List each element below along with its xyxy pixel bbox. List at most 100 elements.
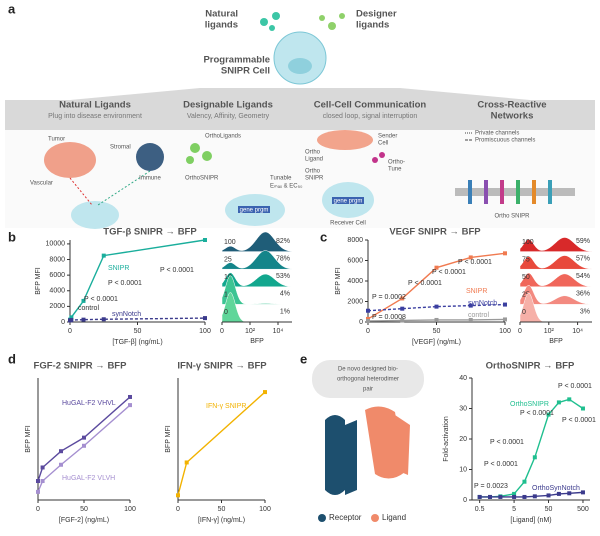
- label: gene prgm: [334, 199, 363, 205]
- annotation: P < 0.0001: [558, 383, 592, 390]
- ortho-tune: [379, 152, 385, 158]
- nucleus: [288, 58, 312, 74]
- data-point: [477, 494, 482, 499]
- ortho-tune: [372, 157, 378, 163]
- annotation: P < 0.0001: [160, 267, 194, 274]
- data-point: [498, 494, 503, 499]
- ligand-protein: [365, 406, 410, 479]
- data-point: [532, 455, 537, 460]
- label: OrthoLigands: [205, 134, 241, 140]
- panel-label: d: [8, 351, 16, 366]
- x-tick-label: 100: [259, 506, 271, 513]
- label: Tune: [388, 167, 402, 173]
- x-tick-label: 0: [176, 506, 180, 513]
- chart-title: OrthoSNIPR → BFP: [486, 361, 575, 372]
- ligand: [202, 151, 212, 161]
- data-point: [400, 296, 405, 301]
- column-title: Designable Ligands: [183, 100, 273, 111]
- data-point: [580, 406, 585, 411]
- x-tick-label: 5: [512, 506, 516, 513]
- y-tick-label: 0: [463, 497, 467, 504]
- label: Programmable: [203, 55, 270, 66]
- label: ligands: [356, 20, 389, 31]
- data-point: [176, 493, 180, 498]
- legend-dot: [371, 514, 379, 522]
- receptor-protein: [325, 415, 357, 495]
- label: Ortho: [305, 169, 321, 175]
- label: SNIPR: [305, 176, 324, 182]
- label: Eₘₐₓ & EC₅₀: [270, 184, 303, 190]
- receptor: [468, 180, 472, 204]
- data-point: [468, 317, 473, 322]
- caption: pair: [363, 387, 373, 393]
- y-tick-label: 10000: [46, 241, 66, 248]
- receptor: [516, 180, 520, 204]
- receptor: [500, 180, 504, 204]
- label: Designer: [356, 9, 397, 20]
- x-tick-label: 0.5: [475, 506, 485, 513]
- data-point: [36, 479, 40, 484]
- y-tick-label: 2000: [49, 303, 65, 310]
- column-title: Cross-Reactive: [477, 100, 546, 111]
- column-subtitle: Plug into disease environment: [48, 113, 142, 120]
- label: Ortho-: [388, 160, 405, 166]
- row-label: 25: [224, 256, 232, 263]
- cell: [71, 201, 119, 229]
- legend-label: Receptor: [329, 513, 362, 522]
- row-label: 50: [522, 274, 530, 281]
- x-tick-label: 100: [199, 328, 211, 335]
- y-tick-label: 4000: [49, 288, 65, 295]
- histogram-ridge: [519, 255, 593, 270]
- series-line: [479, 491, 584, 498]
- data-point: [580, 490, 585, 495]
- panel-label: a: [8, 1, 16, 16]
- y-axis-label: BFP MFI: [165, 425, 172, 453]
- data-point: [101, 317, 106, 322]
- percent-label: 53%: [276, 273, 290, 280]
- banner: [5, 88, 595, 130]
- series-label: control: [468, 312, 489, 319]
- series-label: HuGAL-F2 VHVL: [62, 400, 116, 407]
- data-point: [512, 494, 517, 499]
- data-point: [503, 317, 507, 322]
- series-label: OrthoSynNotch: [532, 485, 580, 492]
- data-point: [366, 316, 370, 321]
- membrane: [455, 188, 575, 196]
- label: Tumor: [48, 137, 65, 143]
- series-label: SNIPR: [108, 265, 129, 272]
- row-label: 100: [224, 239, 236, 246]
- row-label: 75: [522, 256, 530, 263]
- receptors: [468, 180, 552, 204]
- x-tick-label: 50: [218, 506, 226, 513]
- data-point: [512, 491, 517, 496]
- label: Private channels: [475, 131, 519, 137]
- data-point: [522, 479, 527, 484]
- label: Vascular: [30, 181, 53, 187]
- percent-label: 78%: [276, 255, 290, 262]
- data-point: [546, 493, 551, 498]
- y-tick-label: 30: [459, 405, 467, 412]
- receptor: [532, 180, 536, 204]
- receptor: [484, 180, 488, 204]
- data-point: [203, 238, 207, 242]
- data-point: [101, 253, 106, 258]
- receptor: [548, 180, 552, 204]
- sender-cell: [317, 130, 373, 150]
- y-tick-label: 20: [459, 436, 467, 443]
- data-point: [263, 390, 267, 395]
- percent-label: 4%: [280, 291, 290, 298]
- y-axis-label: BFP MFI: [35, 267, 42, 295]
- ligand: [190, 143, 200, 153]
- data-point: [522, 494, 527, 499]
- label: OrthoSNIPR: [185, 176, 219, 182]
- annotation: P < 0.0001: [84, 296, 118, 303]
- x-axis-label: [Ligand] (nM): [510, 517, 551, 524]
- ligand: [260, 18, 268, 26]
- data-point: [81, 317, 86, 322]
- x-tick-label: 50: [80, 506, 88, 513]
- label: Promiscuous channels: [475, 138, 535, 144]
- x-axis-label: [FGF-2] (ng/mL): [59, 517, 109, 524]
- x-tick-label: 0: [366, 328, 370, 335]
- chart-title: FGF-2 SNIPR → BFP: [34, 361, 128, 372]
- data-point: [69, 315, 74, 320]
